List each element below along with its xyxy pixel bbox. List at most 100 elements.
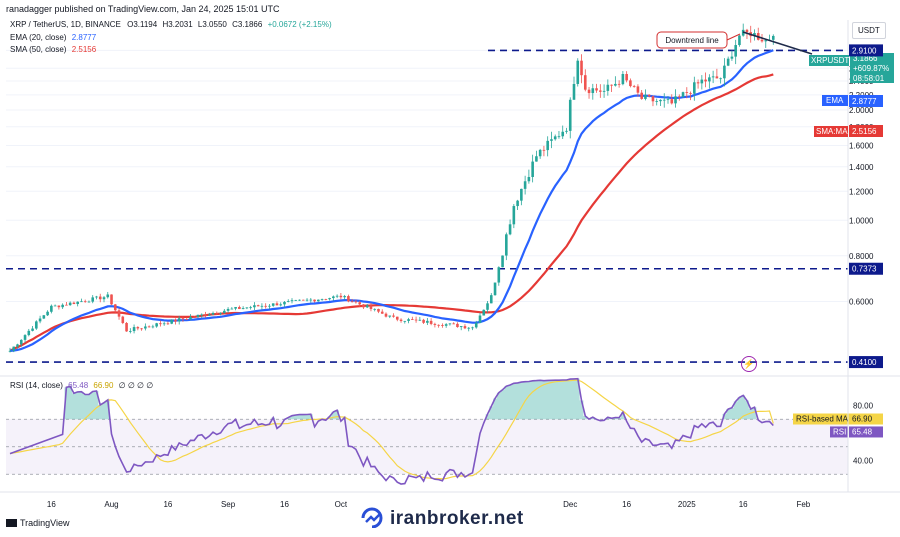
candle-body: [696, 82, 700, 84]
time-tick-label: 16: [739, 500, 748, 509]
candle: [19, 339, 23, 347]
candle-body: [753, 33, 756, 37]
candle-body: [557, 136, 561, 138]
level-0410-label: 0.4100: [852, 358, 877, 367]
candle: [380, 309, 384, 314]
candle-body: [572, 83, 576, 100]
candle-body: [53, 305, 57, 307]
candle-body: [125, 322, 128, 332]
candle: [207, 312, 211, 316]
candle-body: [452, 323, 455, 325]
candle-body: [489, 295, 493, 304]
candle: [369, 302, 373, 312]
candle-body: [324, 299, 328, 300]
candle: [392, 313, 395, 318]
candle: [520, 188, 523, 206]
candle: [407, 317, 410, 324]
candle: [505, 232, 508, 261]
candle-body: [407, 319, 410, 321]
rsi-legend-value: 65.48: [68, 381, 89, 390]
candle: [241, 306, 245, 310]
level-0737-box: [849, 262, 883, 275]
candle: [27, 328, 31, 337]
candle: [689, 91, 692, 101]
candle-body: [305, 299, 309, 301]
candle-body: [279, 304, 283, 306]
ema-value-box: [849, 95, 883, 107]
candle: [568, 97, 572, 139]
candle: [700, 75, 704, 90]
candle: [136, 326, 140, 331]
candle-body: [380, 311, 384, 314]
candle: [268, 304, 271, 310]
candle: [771, 34, 775, 45]
candle: [550, 131, 553, 149]
candle: [629, 78, 632, 88]
candle-body: [689, 92, 692, 94]
candle-body: [8, 350, 12, 352]
ema-legend[interactable]: EMA (20, close) 2.8777: [10, 33, 96, 42]
candle-body: [388, 315, 392, 317]
candle-body: [230, 308, 234, 310]
candle-body: [456, 323, 459, 328]
high-value: H3.2031: [162, 20, 193, 29]
candle-body: [159, 323, 162, 325]
candle-body: [553, 136, 557, 140]
candle: [666, 96, 670, 104]
rsi-legend[interactable]: RSI (14, close) 65.48 66.90 ∅ ∅ ∅ ∅: [10, 381, 153, 390]
candle: [204, 311, 207, 318]
candle-body: [87, 301, 91, 303]
candle: [129, 328, 132, 334]
candle-body: [27, 330, 31, 336]
candle-body: [238, 306, 241, 310]
sma-value: 2.5156: [852, 127, 877, 136]
candle: [283, 300, 286, 308]
candle: [57, 305, 61, 310]
candle: [655, 98, 659, 106]
candle-body: [523, 181, 527, 189]
symbol-badge-box: [809, 55, 849, 66]
candle-body: [693, 82, 696, 94]
sma-legend[interactable]: SMA (50, close) 2.5156: [10, 45, 96, 54]
candle-body: [144, 326, 147, 329]
currency-button[interactable]: USDT: [852, 22, 886, 39]
candle: [238, 305, 241, 310]
low-value: L3.0550: [197, 20, 227, 29]
candle: [512, 204, 516, 229]
candle: [489, 293, 493, 304]
candle: [583, 69, 587, 92]
candle-body: [354, 301, 358, 303]
candle-body: [715, 76, 719, 79]
candle-body: [666, 99, 670, 101]
candle-body: [580, 60, 583, 76]
candle: [162, 321, 166, 326]
rsi-tag-box: [830, 426, 848, 438]
candle: [696, 79, 700, 89]
price-tick-label: 1.4000: [849, 163, 874, 172]
tradingview-logo[interactable]: TradingView: [6, 518, 70, 528]
price-tick-label: 0.6000: [849, 298, 874, 307]
candle: [313, 299, 316, 303]
candle-body: [249, 307, 252, 309]
candle-body: [497, 267, 501, 283]
candle-body: [365, 305, 369, 308]
candle-body: [377, 308, 380, 312]
time-tick-label: 16: [280, 500, 289, 509]
candle-body: [298, 299, 301, 301]
candle-body: [444, 324, 448, 326]
candle: [226, 307, 230, 313]
candle-body: [520, 188, 523, 201]
candle-body: [561, 131, 565, 137]
candle-body: [98, 296, 102, 300]
candle-body: [339, 295, 343, 298]
candle-body: [482, 309, 486, 316]
candle: [606, 79, 610, 96]
symbol-legend[interactable]: XRP / TetherUS, 1D, BINANCE O3.1194 H3.2…: [10, 20, 335, 29]
candle-body: [723, 65, 726, 79]
candle: [636, 84, 640, 97]
lightning-icon[interactable]: ⚡: [741, 356, 757, 372]
candle: [662, 93, 666, 108]
candle: [411, 316, 414, 320]
candle: [286, 299, 290, 303]
candle-body: [65, 304, 68, 306]
